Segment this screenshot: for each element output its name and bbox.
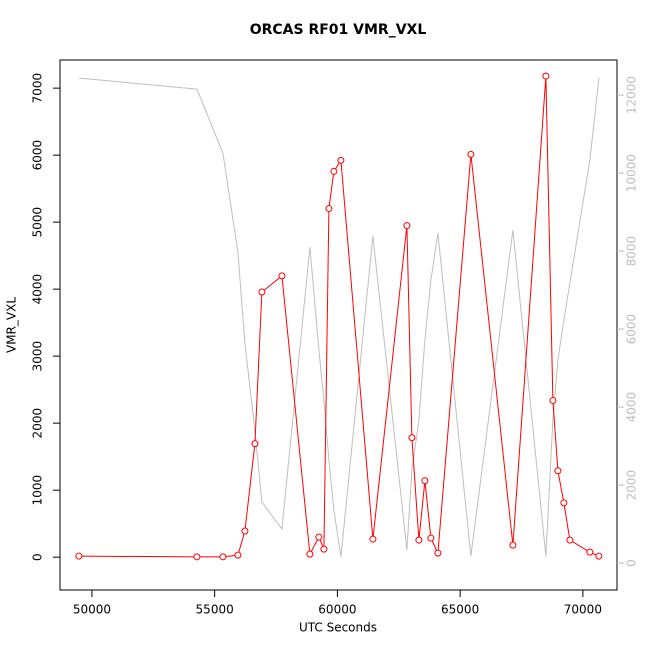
- point: [403, 222, 411, 230]
- y-tick-label: 1000: [31, 475, 45, 506]
- point: [421, 477, 429, 485]
- point: [315, 533, 323, 541]
- series-line: [78, 76, 600, 558]
- y2-tick-label: 12000: [625, 76, 639, 114]
- point: [434, 549, 442, 557]
- point: [554, 467, 562, 475]
- point: [586, 548, 594, 556]
- x-tick-label: 65000: [441, 603, 479, 617]
- point: [509, 541, 517, 549]
- point: [193, 553, 201, 561]
- point: [75, 552, 83, 560]
- point: [369, 535, 377, 543]
- point: [542, 72, 550, 80]
- y2-tick-label: 2000: [625, 470, 639, 501]
- point: [595, 552, 603, 560]
- point: [258, 288, 266, 296]
- y2-tick-label: 4000: [625, 392, 639, 423]
- y2-tick-label: 10000: [625, 154, 639, 192]
- y-tick-label: 4000: [31, 274, 45, 305]
- series-line: [78, 77, 600, 558]
- point: [560, 499, 568, 507]
- point: [241, 527, 249, 535]
- y-tick-label: 6000: [31, 140, 45, 171]
- y2-tick-label: 0: [625, 559, 639, 567]
- y-tick-label: 7000: [31, 73, 45, 104]
- x-tick-label: 50000: [73, 603, 111, 617]
- point: [408, 434, 416, 442]
- x-tick-label: 70000: [564, 603, 602, 617]
- y-tick-label: 5000: [31, 207, 45, 238]
- x-tick-label: 55000: [196, 603, 234, 617]
- y-tick-label: 3000: [31, 341, 45, 372]
- y2-tick-label: 8000: [625, 236, 639, 267]
- plot-box: [59, 59, 618, 591]
- y-axis-label: VMR_VXL: [5, 297, 19, 353]
- x-tick-label: 60000: [318, 603, 356, 617]
- point: [467, 150, 475, 158]
- point: [566, 536, 574, 544]
- x-axis-label: UTC Seconds: [299, 621, 377, 635]
- y-tick-label: 2000: [31, 408, 45, 439]
- point: [415, 536, 423, 544]
- point: [278, 272, 286, 280]
- point: [549, 396, 557, 404]
- point: [219, 553, 227, 561]
- y2-tick-label: 6000: [625, 314, 639, 345]
- point: [337, 156, 345, 164]
- point: [325, 205, 333, 213]
- point: [330, 167, 338, 175]
- point: [306, 550, 314, 558]
- y-tick-label: 0: [31, 553, 45, 561]
- point: [320, 545, 328, 553]
- point: [251, 440, 259, 448]
- point: [234, 551, 242, 559]
- point: [427, 534, 435, 542]
- chart-title: ORCAS RF01 VMR_VXL: [250, 22, 427, 38]
